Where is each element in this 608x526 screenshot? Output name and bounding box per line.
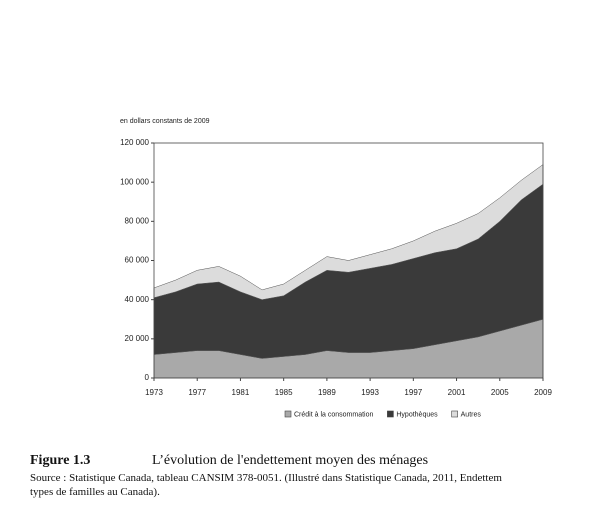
legend-swatch (284, 410, 292, 418)
x-tick-label: 2001 (448, 388, 466, 397)
figure-number: Figure 1.3 (30, 453, 91, 468)
y-tick-label: 80 000 (125, 216, 150, 225)
legend-swatch (451, 410, 458, 418)
chart: en dollars constants de 2009 0 20 000 40 0… (120, 118, 552, 419)
x-tick-label: 2005 (491, 388, 509, 397)
y-tick-label: 0 (145, 373, 150, 382)
y-unit-label: en dollars constants de 2009 (120, 118, 210, 125)
x-tick-label: 1977 (188, 388, 206, 397)
x-tick-label: 1997 (404, 388, 422, 397)
x-tick-label: 1989 (318, 388, 336, 397)
x-tick-label: 1993 (361, 388, 379, 397)
y-tick-label: 20 000 (125, 334, 150, 343)
legend-swatch (387, 410, 394, 418)
y-tick-label: 60 000 (125, 256, 150, 265)
y-tick-label: 100 000 (120, 177, 149, 186)
legend-label: Autres (461, 411, 482, 418)
x-tick-label: 1973 (145, 388, 163, 397)
legend-label: Hypothèques (396, 411, 438, 418)
legend-label: Crédit à la consommation (294, 411, 373, 418)
x-tick-label: 1981 (232, 388, 250, 397)
source-line: Source : Statistique Canada, tableau CAN… (30, 472, 502, 484)
figure-title: L’évolution de l'endettement moyen des m… (152, 453, 429, 468)
x-tick-label: 2009 (534, 388, 552, 397)
y-tick-label: 40 000 (125, 295, 150, 304)
y-tick-label: 120 000 (120, 138, 149, 147)
x-tick-label: 1985 (275, 388, 293, 397)
source-line: types de familles au Canada). (30, 486, 160, 498)
